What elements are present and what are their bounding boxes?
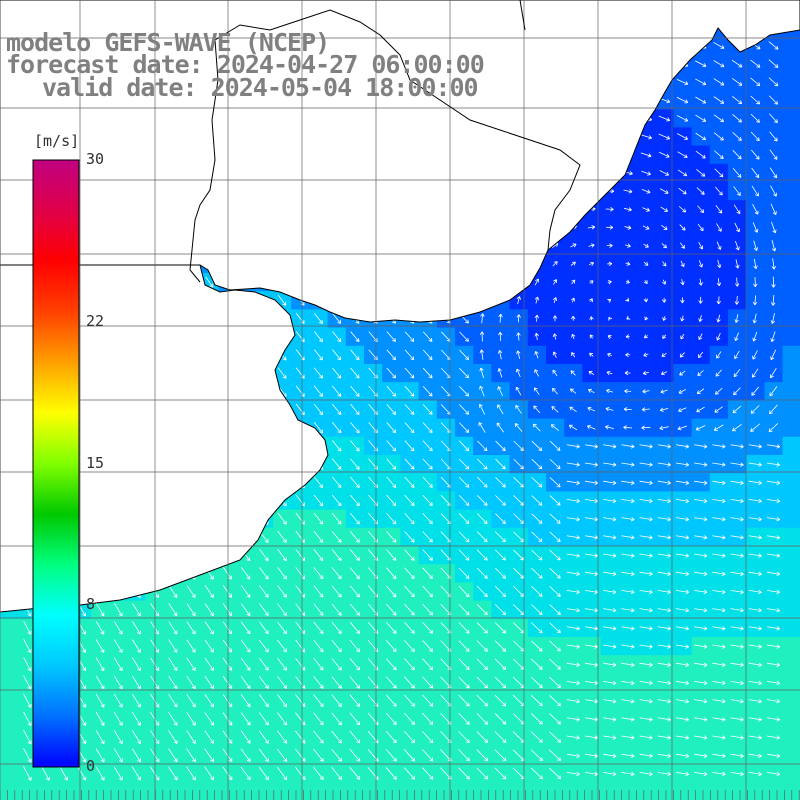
speed-cell bbox=[746, 345, 765, 365]
speed-cell bbox=[782, 36, 800, 56]
speed-cell bbox=[782, 200, 800, 219]
speed-cell bbox=[564, 291, 583, 310]
colorbar-scale bbox=[32, 159, 80, 768]
speed-cell bbox=[546, 291, 565, 310]
speed-cell bbox=[564, 254, 583, 274]
speed-cell bbox=[728, 309, 747, 329]
speed-cell bbox=[691, 345, 711, 365]
speed-cell bbox=[782, 182, 800, 201]
speed-cell bbox=[600, 273, 620, 292]
speed-cell bbox=[782, 382, 800, 401]
colorbar-tick-label: 30 bbox=[86, 150, 105, 168]
speed-cell bbox=[782, 309, 800, 329]
speed-cell bbox=[655, 327, 674, 347]
speed-cell bbox=[728, 364, 747, 383]
speed-cell bbox=[582, 291, 602, 310]
speed-cell bbox=[746, 327, 765, 347]
speed-cell bbox=[527, 291, 547, 310]
speed-cell bbox=[709, 309, 729, 329]
speed-cell bbox=[782, 254, 800, 274]
speed-cell bbox=[691, 327, 711, 347]
speed-cell bbox=[782, 273, 800, 292]
speed-cell bbox=[582, 218, 602, 238]
speed-cell bbox=[709, 327, 729, 347]
speed-cell bbox=[564, 236, 583, 256]
speed-cell bbox=[582, 273, 602, 292]
colorbar-tick-label: 0 bbox=[86, 757, 96, 775]
speed-cell bbox=[546, 254, 565, 274]
speed-cell bbox=[673, 345, 693, 365]
speed-cell bbox=[709, 345, 729, 365]
speed-cell bbox=[782, 291, 800, 310]
speed-cell bbox=[782, 72, 800, 92]
speed-cell bbox=[746, 364, 765, 383]
speed-cell bbox=[728, 345, 747, 365]
speed-cell bbox=[782, 109, 800, 128]
speed-cell bbox=[673, 327, 693, 347]
speed-cell bbox=[764, 309, 784, 329]
speed-cell bbox=[691, 309, 711, 329]
speed-cell bbox=[746, 309, 765, 329]
speed-cell bbox=[546, 273, 565, 292]
speed-cell bbox=[764, 327, 784, 347]
speed-cell bbox=[655, 309, 674, 329]
speed-cell bbox=[709, 382, 729, 401]
speed-cell bbox=[782, 327, 800, 347]
speed-cell bbox=[782, 163, 800, 183]
speed-cell bbox=[673, 382, 693, 401]
speed-cell bbox=[691, 364, 711, 383]
speed-cell bbox=[582, 254, 602, 274]
speed-cell bbox=[637, 345, 656, 365]
speed-cell bbox=[728, 382, 747, 401]
speed-cell bbox=[673, 364, 693, 383]
speed-cell bbox=[782, 364, 800, 383]
speed-cell bbox=[655, 364, 674, 383]
speed-cell bbox=[655, 345, 674, 365]
speed-cell bbox=[691, 382, 711, 401]
speed-cell bbox=[782, 218, 800, 238]
speed-cell bbox=[764, 345, 784, 365]
speed-cell bbox=[564, 273, 583, 292]
speed-cell bbox=[728, 327, 747, 347]
speed-cell bbox=[782, 54, 800, 74]
colorbar-tick-label: 15 bbox=[86, 453, 105, 472]
speed-cell bbox=[782, 236, 800, 256]
speed-cell bbox=[709, 364, 729, 383]
speed-cell bbox=[764, 382, 784, 401]
speed-cell bbox=[582, 236, 602, 256]
speed-cell bbox=[782, 345, 800, 365]
speed-cell bbox=[764, 364, 784, 383]
speed-cell bbox=[782, 127, 800, 147]
speed-cell bbox=[637, 364, 656, 383]
speed-cell bbox=[673, 309, 693, 329]
colorbar-tick-label: 8 bbox=[86, 595, 96, 614]
speed-cell bbox=[746, 382, 765, 401]
speed-cell bbox=[637, 327, 656, 347]
speed-cell bbox=[637, 309, 656, 329]
speed-cell bbox=[782, 145, 800, 165]
speed-cell bbox=[655, 382, 674, 401]
speed-cell bbox=[782, 91, 800, 110]
colorbar-unit: [m/s] bbox=[34, 132, 80, 150]
colorbar-tick-label: 22 bbox=[86, 311, 105, 330]
